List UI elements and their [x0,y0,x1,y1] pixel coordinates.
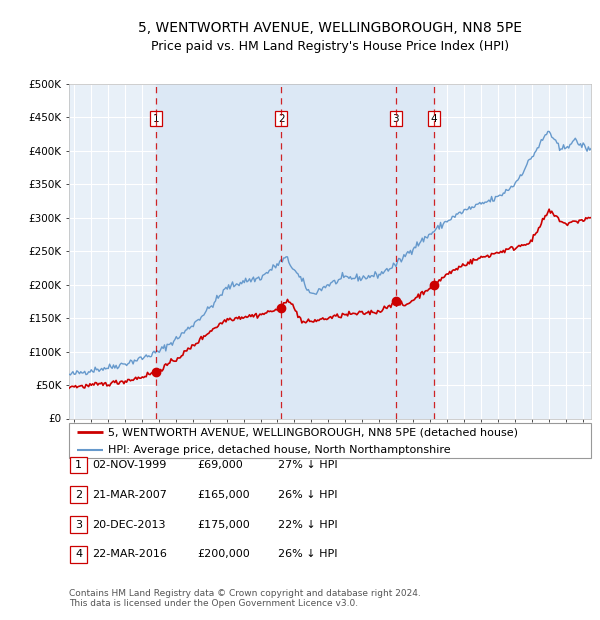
Text: 3: 3 [392,113,399,123]
Text: £200,000: £200,000 [197,549,250,559]
Text: 02-NOV-1999: 02-NOV-1999 [92,460,166,470]
Text: 20-DEC-2013: 20-DEC-2013 [92,520,166,529]
Bar [156,84,434,418]
FancyBboxPatch shape [70,546,87,563]
Text: 3: 3 [75,520,82,529]
FancyBboxPatch shape [69,423,591,458]
Text: 4: 4 [75,549,82,559]
Text: 1: 1 [153,113,160,123]
Text: HPI: Average price, detached house, North Northamptonshire: HPI: Average price, detached house, Nort… [108,445,451,455]
Text: 5, WENTWORTH AVENUE, WELLINGBOROUGH, NN8 5PE: 5, WENTWORTH AVENUE, WELLINGBOROUGH, NN8… [138,21,522,35]
Text: 26% ↓ HPI: 26% ↓ HPI [278,490,337,500]
Text: 22% ↓ HPI: 22% ↓ HPI [278,520,337,529]
Text: £175,000: £175,000 [197,520,250,529]
Text: Contains HM Land Registry data © Crown copyright and database right 2024.
This d: Contains HM Land Registry data © Crown c… [69,589,421,608]
Text: 5, WENTWORTH AVENUE, WELLINGBOROUGH, NN8 5PE (detached house): 5, WENTWORTH AVENUE, WELLINGBOROUGH, NN8… [108,427,518,437]
Text: 21-MAR-2007: 21-MAR-2007 [92,490,167,500]
FancyBboxPatch shape [70,516,87,533]
Text: 4: 4 [430,113,437,123]
Text: 1: 1 [75,460,82,470]
Text: 2: 2 [278,113,284,123]
FancyBboxPatch shape [70,486,87,503]
Text: £69,000: £69,000 [197,460,242,470]
Text: £165,000: £165,000 [197,490,250,500]
Text: Price paid vs. HM Land Registry's House Price Index (HPI): Price paid vs. HM Land Registry's House … [151,40,509,53]
FancyBboxPatch shape [70,456,87,474]
Text: 27% ↓ HPI: 27% ↓ HPI [278,460,337,470]
Text: 2: 2 [75,490,82,500]
Text: 22-MAR-2016: 22-MAR-2016 [92,549,167,559]
Text: 26% ↓ HPI: 26% ↓ HPI [278,549,337,559]
